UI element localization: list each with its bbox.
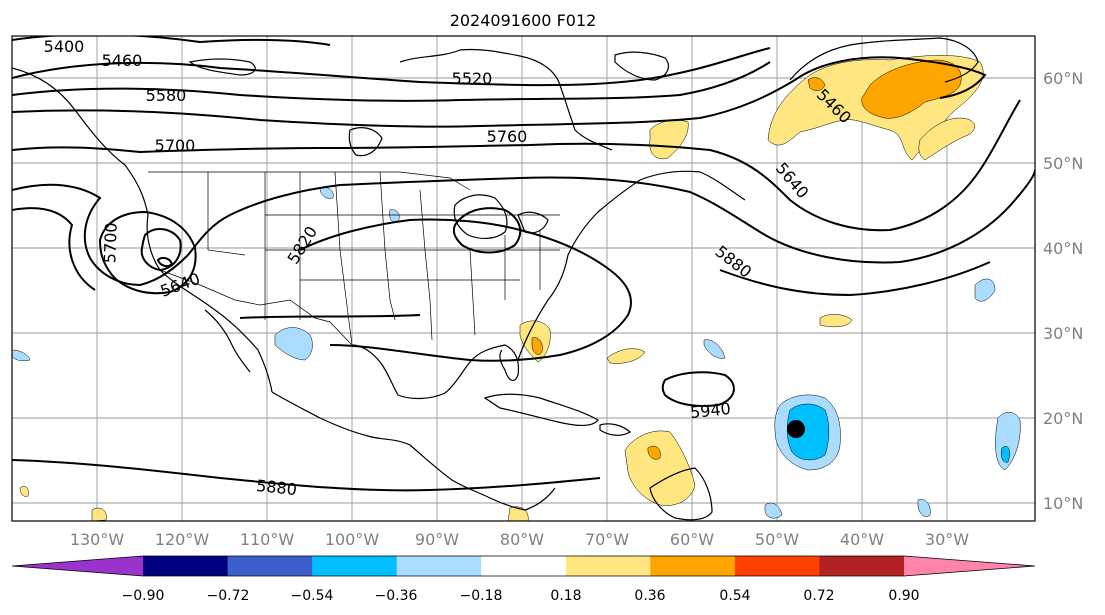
contour-label: 5400	[44, 37, 85, 56]
map-frame	[11, 35, 1036, 522]
contour-label: 5940	[689, 399, 731, 422]
lat-label: 20°N	[1043, 409, 1083, 428]
shading-positive	[19, 55, 984, 521]
colorbar-tick-label: −0.72	[207, 588, 250, 604]
lon-label: 90°W	[415, 530, 459, 549]
lon-label: 40°W	[840, 530, 884, 549]
colorbar-segment	[650, 556, 736, 576]
map-title: 2024091600 F012	[450, 11, 597, 30]
lon-label: 80°W	[500, 530, 544, 549]
storm-center-marker	[787, 420, 805, 438]
colorbar-extend-low	[12, 556, 143, 576]
map-area: 5400 5460 5520 5580 5700 5760 5820 5880 …	[12, 36, 1035, 521]
contour-label: 5580	[146, 86, 187, 105]
colorbar-ticks: −0.90 −0.72 −0.54 −0.36 −0.18 0.18 0.36 …	[122, 588, 920, 604]
colorbar-tick-label: −0.90	[122, 588, 165, 604]
colorbar-tick-label: 0.72	[803, 588, 834, 604]
colorbar-tick-label: −0.36	[375, 588, 418, 604]
lat-label: 50°N	[1043, 154, 1083, 173]
colorbar	[11, 555, 1036, 577]
colorbar-segment	[565, 556, 651, 576]
contour-label: 5700	[155, 136, 196, 155]
lat-label: 10°N	[1043, 494, 1083, 513]
lon-label: 100°W	[325, 530, 380, 549]
colorbar-tick-label: −0.18	[460, 588, 503, 604]
colorbar-segment	[143, 556, 229, 576]
lon-label: 110°W	[240, 530, 295, 549]
contour-label: 5880	[255, 476, 297, 499]
lon-label: 60°W	[670, 530, 714, 549]
lon-label: 130°W	[70, 530, 125, 549]
colorbar-tick-label: 0.54	[719, 588, 750, 604]
colorbar-segment	[312, 556, 398, 576]
coastlines	[12, 37, 979, 521]
shading-negative	[12, 187, 1021, 519]
contour-label: 5700	[100, 222, 120, 263]
contour-label: 5520	[452, 69, 493, 88]
colorbar-segment	[734, 556, 820, 576]
colorbar-tick-label: −0.54	[291, 588, 334, 604]
lon-label: 70°W	[585, 530, 629, 549]
height-contours	[12, 36, 1035, 492]
lon-label: 30°W	[925, 530, 969, 549]
lat-label: 30°N	[1043, 324, 1083, 343]
latitude-axis: 60°N 50°N 40°N 30°N 20°N 10°N	[1043, 69, 1083, 513]
lon-label: 50°W	[755, 530, 799, 549]
colorbar-tick-label: 0.90	[888, 588, 919, 604]
colorbar-segment	[819, 556, 905, 576]
colorbar-extend-high	[904, 556, 1035, 576]
lon-label: 120°W	[155, 530, 210, 549]
colorbar-tick-label: 0.36	[634, 588, 665, 604]
lat-label: 40°N	[1043, 239, 1083, 258]
contour-label: 5460	[102, 51, 143, 70]
colorbar-outline	[11, 555, 1036, 577]
colorbar-segment	[227, 556, 313, 576]
colorbar-segment	[396, 556, 482, 576]
colorbar-segment	[481, 556, 567, 576]
colorbar-tick-label: 0.18	[550, 588, 581, 604]
longitude-axis: 130°W 120°W 110°W 100°W 90°W 80°W 70°W 6…	[70, 530, 969, 549]
contour-label: 5760	[487, 127, 528, 146]
lat-label: 60°N	[1043, 69, 1083, 88]
